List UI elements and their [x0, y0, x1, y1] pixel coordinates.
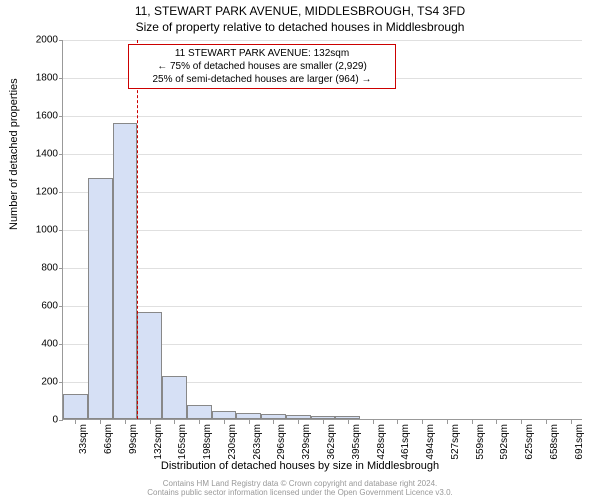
y-tick-label: 800 [22, 263, 58, 274]
x-tick-label: 230sqm [227, 424, 238, 460]
x-tick-label: 198sqm [202, 424, 213, 460]
y-tick-label: 1200 [22, 187, 58, 198]
y-tick-label: 200 [22, 377, 58, 388]
y-tick-label: 1600 [22, 111, 58, 122]
y-tick-label: 1400 [22, 149, 58, 160]
x-tick-label: 329sqm [301, 424, 312, 460]
x-tick-label: 625sqm [524, 424, 535, 460]
histogram-bar [286, 415, 311, 419]
reference-line [137, 40, 138, 419]
x-tick-label: 165sqm [177, 424, 188, 460]
y-tick-label: 1800 [22, 73, 58, 84]
gridline [63, 154, 582, 155]
y-tick-mark [59, 230, 63, 231]
y-tick-label: 600 [22, 301, 58, 312]
histogram-bar [113, 123, 138, 419]
attribution-line: Contains HM Land Registry data © Crown c… [0, 479, 600, 489]
gridline [63, 116, 582, 117]
x-tick-mark [75, 420, 76, 424]
y-tick-label: 2000 [22, 35, 58, 46]
y-tick-mark [59, 306, 63, 307]
plot-area [62, 40, 582, 420]
x-tick-mark [496, 420, 497, 424]
y-tick-mark [59, 78, 63, 79]
x-tick-mark [150, 420, 151, 424]
x-tick-mark [100, 420, 101, 424]
x-tick-label: 559sqm [475, 424, 486, 460]
x-tick-mark [323, 420, 324, 424]
x-tick-label: 428sqm [376, 424, 387, 460]
histogram-bar [236, 413, 261, 419]
x-tick-mark [447, 420, 448, 424]
histogram-bar [261, 414, 286, 419]
x-tick-mark [199, 420, 200, 424]
x-axis-label: Distribution of detached houses by size … [0, 460, 600, 472]
gridline [63, 192, 582, 193]
histogram-bar [88, 178, 113, 419]
x-tick-mark [472, 420, 473, 424]
y-tick-mark [59, 154, 63, 155]
x-tick-mark [571, 420, 572, 424]
histogram-bar [187, 405, 212, 419]
y-tick-mark [59, 382, 63, 383]
x-tick-mark [397, 420, 398, 424]
x-tick-label: 461sqm [400, 424, 411, 460]
attribution-line: Contains public sector information licen… [0, 488, 600, 498]
x-tick-mark [249, 420, 250, 424]
x-tick-mark [521, 420, 522, 424]
histogram-bar [212, 411, 237, 419]
annotation-box: 11 STEWART PARK AVENUE: 132sqm ← 75% of … [128, 44, 396, 89]
x-tick-label: 99sqm [128, 424, 139, 454]
x-tick-mark [174, 420, 175, 424]
histogram-bar [335, 416, 360, 419]
histogram-bar [162, 376, 187, 419]
y-tick-mark [59, 344, 63, 345]
gridline [63, 230, 582, 231]
chart-title-main: 11, STEWART PARK AVENUE, MIDDLESBROUGH, … [0, 4, 600, 18]
x-tick-label: 527sqm [450, 424, 461, 460]
y-axis-label: Number of detached properties [8, 78, 20, 230]
gridline [63, 306, 582, 307]
x-tick-label: 263sqm [252, 424, 263, 460]
y-tick-mark [59, 192, 63, 193]
x-tick-label: 132sqm [153, 424, 164, 460]
x-tick-mark [273, 420, 274, 424]
x-tick-mark [546, 420, 547, 424]
x-tick-mark [125, 420, 126, 424]
gridline [63, 268, 582, 269]
x-tick-label: 494sqm [425, 424, 436, 460]
annotation-line: ← 75% of detached houses are smaller (2,… [133, 60, 391, 73]
y-tick-mark [59, 116, 63, 117]
y-tick-label: 1000 [22, 225, 58, 236]
attribution-text: Contains HM Land Registry data © Crown c… [0, 479, 600, 498]
x-tick-mark [224, 420, 225, 424]
histogram-bar [311, 416, 336, 419]
x-tick-mark [348, 420, 349, 424]
x-tick-label: 691sqm [574, 424, 585, 460]
x-tick-label: 296sqm [276, 424, 287, 460]
x-tick-mark [373, 420, 374, 424]
x-tick-label: 395sqm [351, 424, 362, 460]
chart-container: 11, STEWART PARK AVENUE, MIDDLESBROUGH, … [0, 0, 600, 500]
x-tick-label: 362sqm [326, 424, 337, 460]
histogram-bar [63, 394, 88, 419]
x-tick-label: 33sqm [78, 424, 89, 454]
x-tick-label: 658sqm [549, 424, 560, 460]
x-tick-label: 66sqm [103, 424, 114, 454]
annotation-line: 11 STEWART PARK AVENUE: 132sqm [133, 47, 391, 60]
y-tick-mark [59, 420, 63, 421]
chart-title-sub: Size of property relative to detached ho… [0, 20, 600, 34]
y-tick-mark [59, 268, 63, 269]
y-tick-mark [59, 40, 63, 41]
x-tick-label: 592sqm [499, 424, 510, 460]
y-tick-label: 0 [22, 415, 58, 426]
x-tick-mark [298, 420, 299, 424]
annotation-line: 25% of semi-detached houses are larger (… [133, 73, 391, 86]
x-tick-mark [422, 420, 423, 424]
gridline [63, 40, 582, 41]
histogram-bar [137, 312, 162, 419]
y-tick-label: 400 [22, 339, 58, 350]
